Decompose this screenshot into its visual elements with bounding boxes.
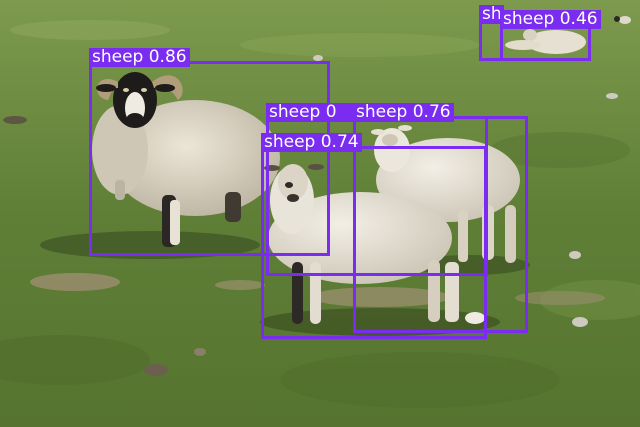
detection-label: sheep 0 (266, 103, 356, 122)
detection-box-sheep-3: sheep 0.74 (261, 133, 487, 339)
distant-sheep (505, 16, 631, 54)
detection-label: sh (479, 5, 504, 24)
detection-box-sheep-2: sheep 0.76 (353, 103, 528, 333)
dirt-patches (30, 273, 605, 307)
detection-box-sheep-5: sheep 0.46 (500, 10, 601, 61)
detection-label: sheep 0.74 (261, 133, 362, 152)
detection-label: sheep 0.76 (353, 103, 454, 122)
detection-label: sheep 0.86 (89, 48, 190, 67)
detection-box-sheep-1: sheep 0.86 (89, 48, 330, 256)
horned-sheep (92, 72, 280, 247)
stones (3, 55, 618, 376)
detection-label: sheep 0.46 (500, 10, 601, 29)
grass-texture (0, 20, 640, 408)
